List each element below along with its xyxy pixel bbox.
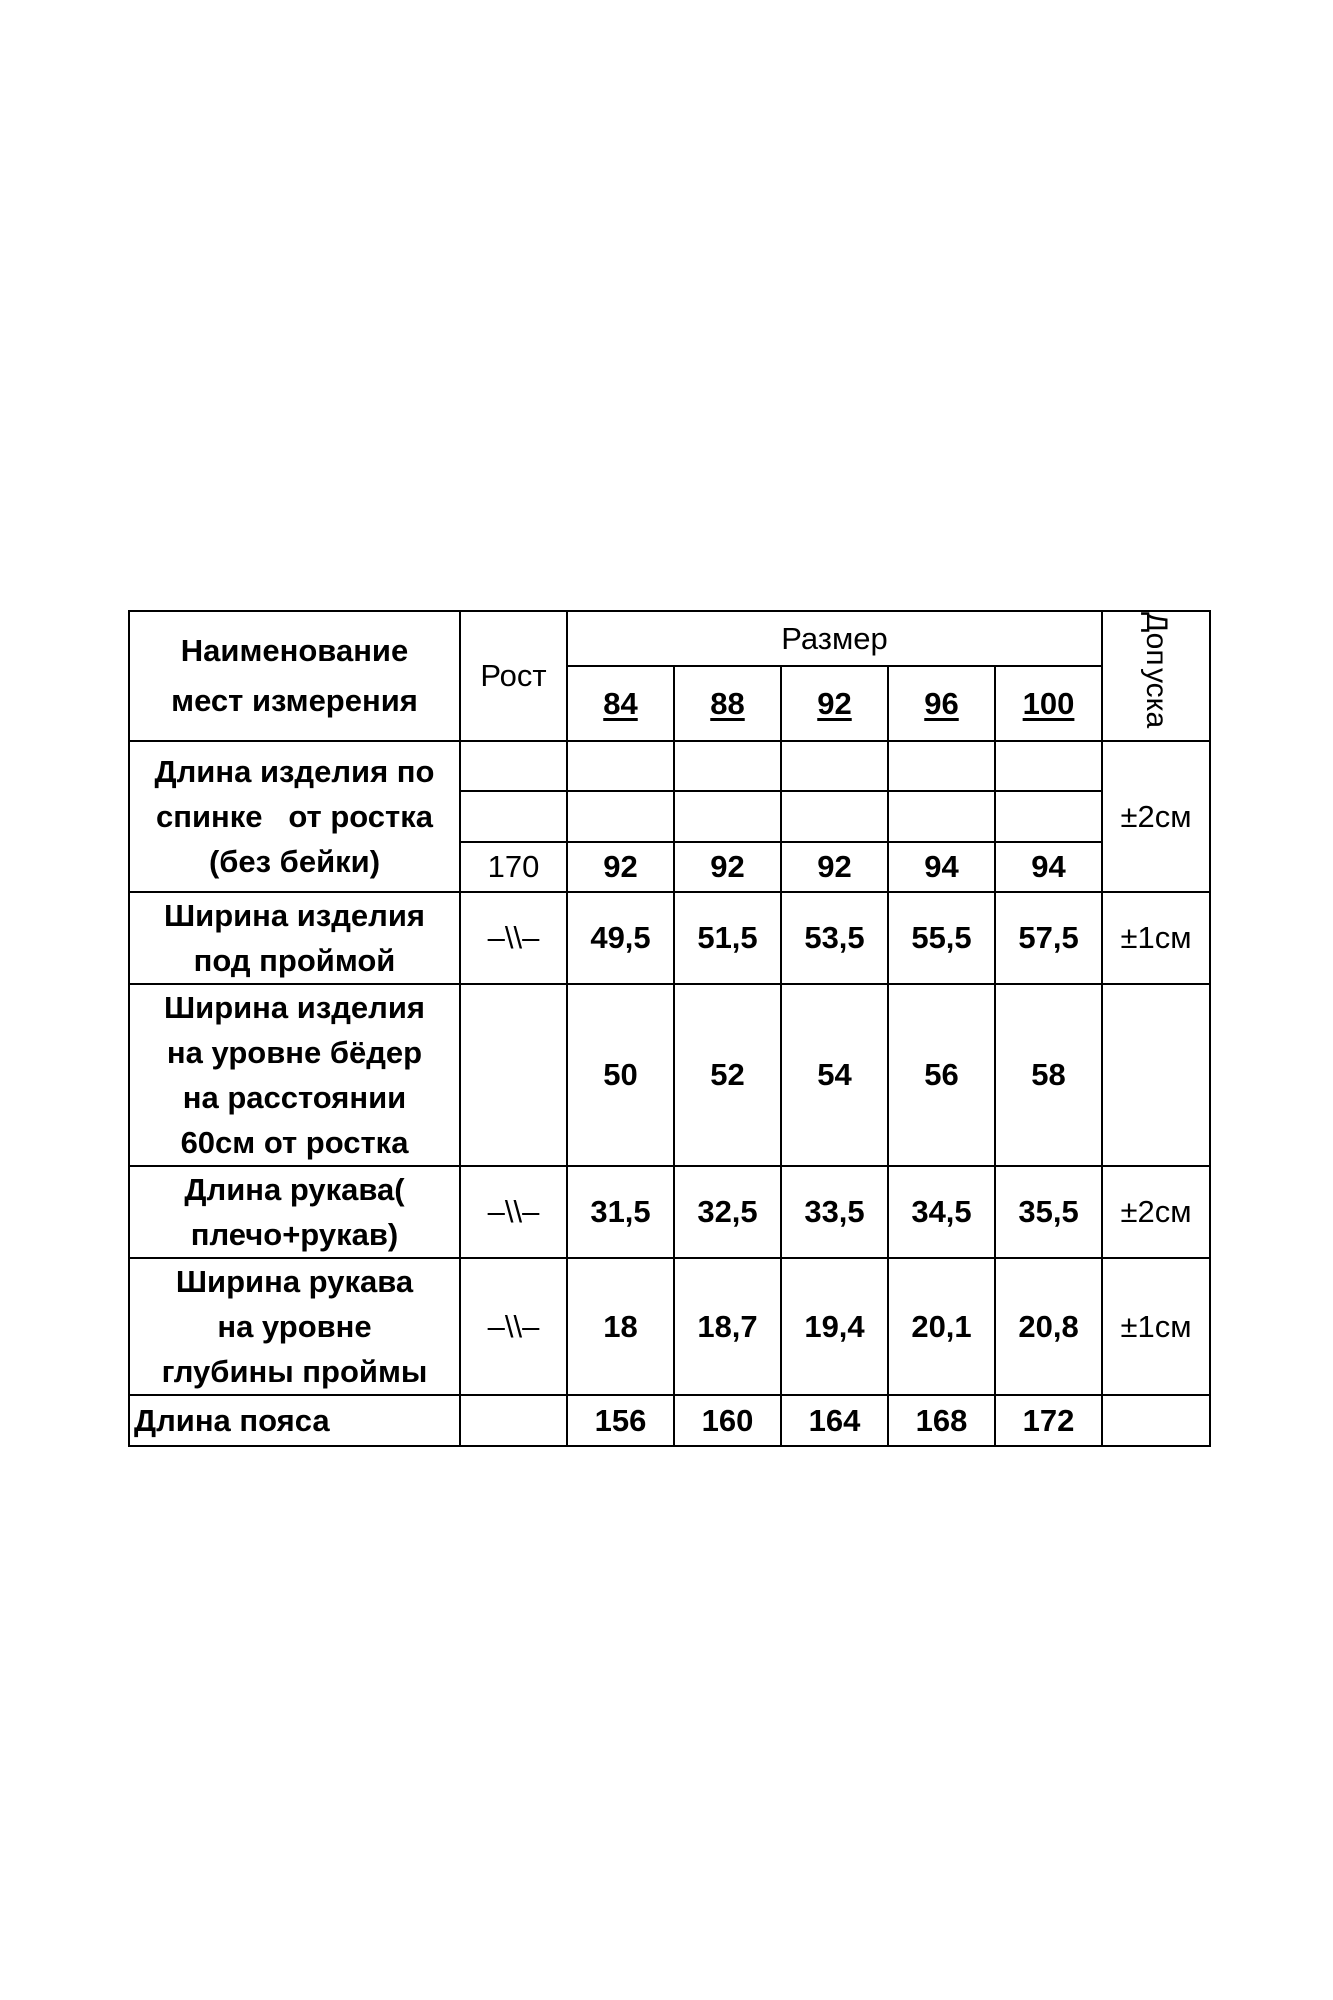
header-size-group: Размер: [565, 609, 1104, 668]
header-name: Наименование мест измерения: [128, 610, 461, 742]
row-tolerance: ±1см: [1101, 890, 1212, 985]
table-row: Длина рукава(плечо+рукав) –\\– 31,5 32,5…: [128, 1164, 1212, 1259]
row-value: 53,5: [780, 890, 889, 985]
row-value: 33,5: [780, 1164, 889, 1259]
row-tolerance: ±1см: [1101, 1256, 1212, 1396]
row-name: Ширина изделия на уровне бёдер на расстоян…: [128, 982, 461, 1167]
row-value: 52: [673, 982, 782, 1167]
header-sizes-row: 84 88 92 96 100: [129, 665, 1210, 742]
row-tolerance: [1101, 982, 1212, 1167]
row-value: 20,1: [887, 1256, 996, 1396]
header-tolerance-line: Доп: [1140, 612, 1174, 666]
row-value: 55,5: [887, 890, 996, 985]
row-tolerance: [1101, 1393, 1212, 1447]
row-value: 50: [566, 982, 675, 1167]
table-row: Длина пояса 156 160 164 168 172: [128, 1393, 1212, 1447]
row-height: –\\–: [459, 1164, 568, 1259]
row-value: 172: [993, 1393, 1104, 1447]
row-name: Длина изделия по спинке от ростка (без бей…: [128, 739, 461, 893]
size-header: 84: [603, 686, 638, 722]
row-value: 92: [566, 840, 675, 893]
row-value: 54: [780, 982, 889, 1167]
row-height: –\\–: [459, 1256, 568, 1396]
size-header: 92: [817, 686, 852, 722]
table-row: Ширина изделия под проймой –\\– 49,5 51,5…: [128, 890, 1212, 985]
row-value: 19,4: [780, 1256, 889, 1396]
row-name: Ширина изделия под проймой: [128, 890, 461, 985]
row-value: 56: [887, 982, 996, 1167]
row-height: –\\–: [459, 890, 568, 985]
row-value: 92: [673, 840, 782, 893]
header-name-line: мест измерения: [171, 682, 418, 718]
table-row: Ширина изделия на уровне бёдер на расстоян…: [128, 982, 1212, 1167]
row-value: 164: [780, 1393, 889, 1447]
size-header: 100: [1022, 686, 1075, 722]
header-row: Наименование мест измерения Рост Размер …: [128, 609, 1212, 742]
row-value: 94: [887, 840, 996, 893]
size-chart-table: Наименование мест измерения Рост Размер …: [128, 609, 1212, 1447]
row-value: 58: [993, 982, 1104, 1167]
header-name-line: Наименование: [180, 632, 409, 668]
table-row: Ширина рукава на уровне глубины проймы –\\…: [128, 1256, 1212, 1396]
row-tolerance: ±2см: [1101, 1164, 1212, 1259]
row-value: 49,5: [566, 890, 675, 985]
row-height: 170: [459, 840, 568, 893]
header-height: Рост: [459, 610, 568, 742]
row-value: 156: [566, 1393, 675, 1447]
row-value: 18,7: [673, 1256, 782, 1396]
row-value: 160: [673, 1393, 782, 1447]
row-value: 57,5: [993, 890, 1104, 985]
row-value: 168: [887, 1393, 996, 1447]
row-height: [459, 1393, 568, 1447]
row-value: 94: [993, 840, 1104, 893]
table-row: Длина изделия по спинке от ростка (без бей…: [128, 739, 1212, 893]
row-height: [459, 982, 568, 1167]
row-value: 34,5: [887, 1164, 996, 1259]
header-tolerance: Доп уска: [1101, 610, 1212, 742]
row-name: Длина рукава(плечо+рукав): [128, 1164, 461, 1259]
row-value: 32,5: [673, 1164, 782, 1259]
row-value: 51,5: [673, 890, 782, 985]
row-value: 18: [566, 1256, 675, 1396]
row-value: 35,5: [993, 1164, 1104, 1259]
size-header: 96: [924, 686, 959, 722]
size-header: 88: [710, 686, 745, 722]
row-name: Ширина рукава на уровне глубины проймы: [128, 1256, 461, 1396]
header-tolerance-line: уска: [1140, 667, 1174, 728]
row-value: 20,8: [993, 1256, 1104, 1396]
row-value: 92: [780, 840, 889, 893]
row-tolerance: ±2см: [1101, 739, 1212, 893]
row-value: 31,5: [566, 1164, 675, 1259]
row-name: Длина пояса: [128, 1393, 461, 1447]
